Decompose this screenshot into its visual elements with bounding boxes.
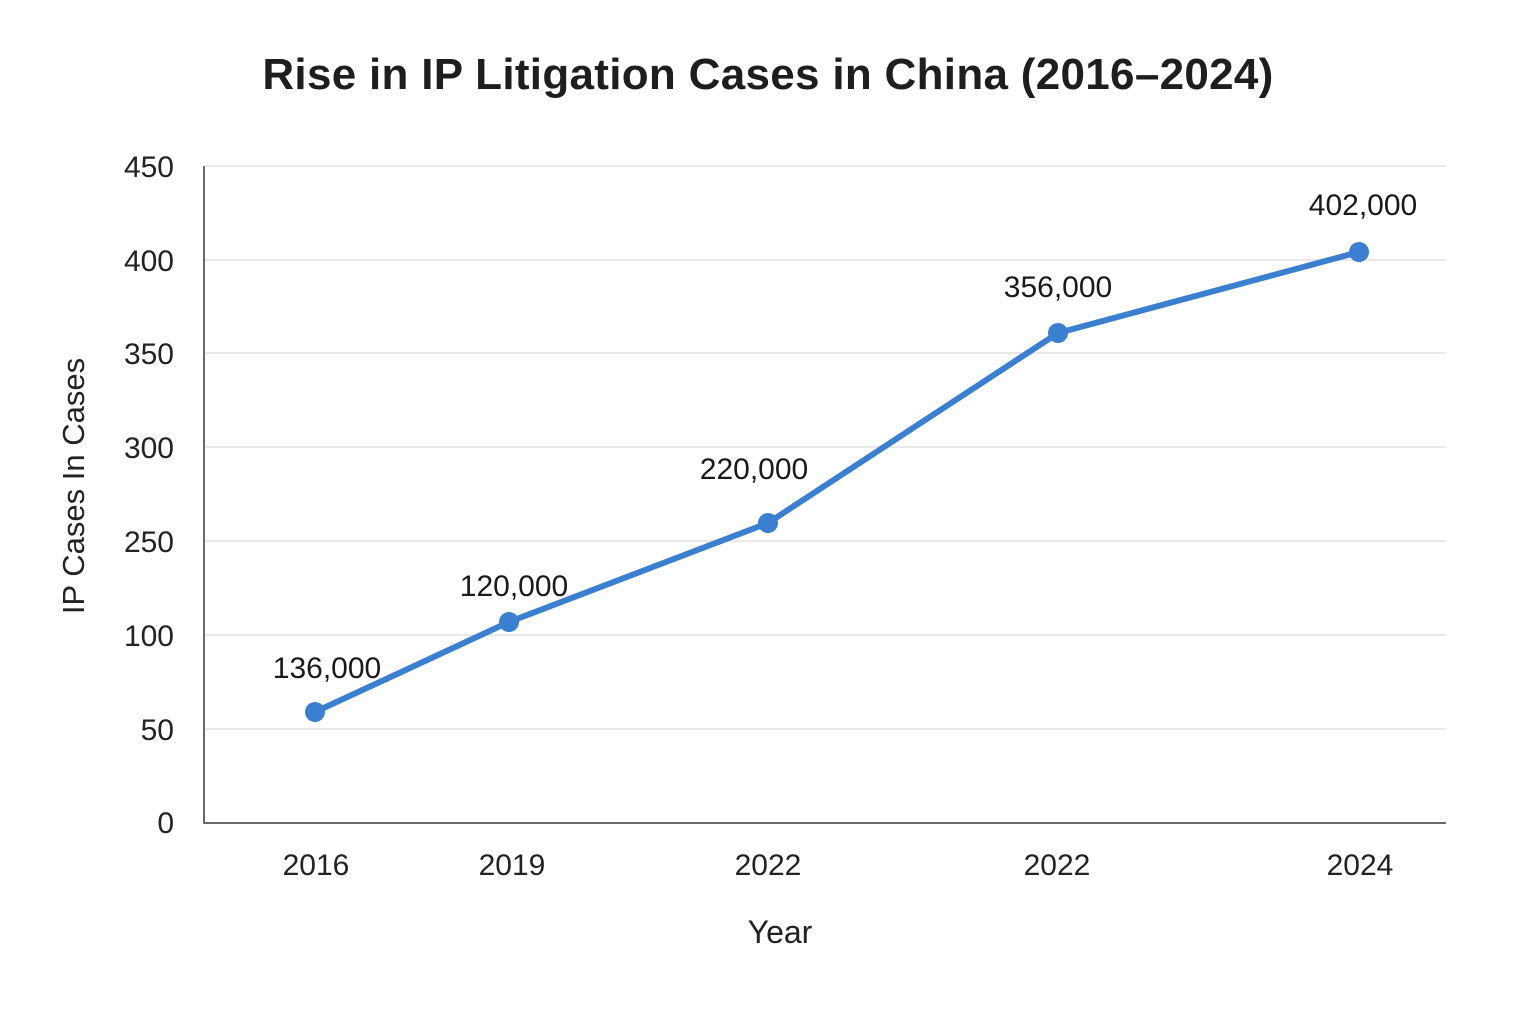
y-tick: 450 — [124, 151, 174, 184]
y-tick: 350 — [124, 338, 174, 371]
y-tick: 50 — [141, 714, 174, 747]
x-tick: 2016 — [283, 849, 350, 882]
data-point — [305, 702, 325, 722]
y-tick: 400 — [124, 245, 174, 278]
y-tick: 250 — [124, 526, 174, 559]
data-label: 120,000 — [460, 570, 568, 603]
y-tick: 100 — [124, 620, 174, 653]
data-point — [758, 513, 778, 533]
x-tick: 2019 — [479, 849, 546, 882]
x-axis-label: Year — [747, 914, 813, 950]
x-tick: 2024 — [1327, 849, 1394, 882]
data-labels: 136,000 120,000 220,000 356,000 402,000 — [273, 189, 1417, 685]
data-label: 356,000 — [1004, 271, 1112, 304]
data-point — [1048, 323, 1068, 343]
gridlines — [204, 165, 1446, 730]
chart-title: Rise in IP Litigation Cases in China (20… — [262, 50, 1274, 99]
x-ticks: 2016 2019 2022 2022 2024 — [283, 849, 1394, 882]
data-label: 220,000 — [700, 453, 808, 486]
x-tick: 2022 — [735, 849, 802, 882]
x-tick: 2022 — [1024, 849, 1091, 882]
data-points — [305, 242, 1369, 722]
data-label: 136,000 — [273, 652, 381, 685]
y-tick: 300 — [124, 432, 174, 465]
data-point — [1349, 242, 1369, 262]
data-point — [499, 612, 519, 632]
data-line — [312, 249, 1362, 715]
data-label: 402,000 — [1309, 189, 1417, 222]
y-tick: 0 — [157, 807, 174, 840]
y-ticks: 450 400 350 300 250 100 50 0 — [124, 151, 174, 840]
